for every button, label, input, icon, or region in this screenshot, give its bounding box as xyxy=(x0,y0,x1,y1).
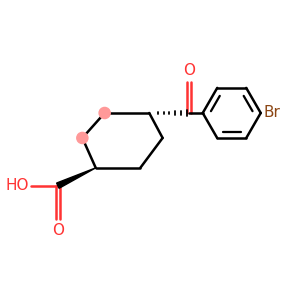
Text: Br: Br xyxy=(263,106,280,121)
Text: O: O xyxy=(52,223,64,238)
Circle shape xyxy=(77,132,88,143)
Text: O: O xyxy=(183,63,195,78)
Text: HO: HO xyxy=(5,178,29,193)
Circle shape xyxy=(99,107,110,118)
Polygon shape xyxy=(57,168,96,188)
